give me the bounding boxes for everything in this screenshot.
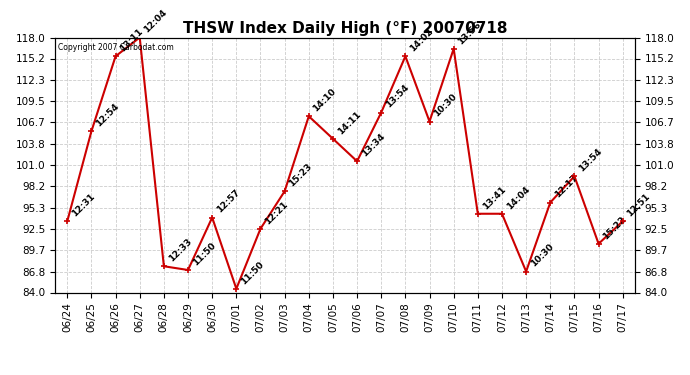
Text: 13:11: 13:11 bbox=[119, 27, 145, 54]
Text: 12:31: 12:31 bbox=[70, 192, 97, 219]
Text: 14:11: 14:11 bbox=[336, 109, 362, 136]
Text: 13:54: 13:54 bbox=[578, 147, 604, 174]
Text: 14:04: 14:04 bbox=[505, 184, 531, 211]
Text: 14:02: 14:02 bbox=[408, 27, 435, 54]
Text: 15:22: 15:22 bbox=[602, 214, 628, 241]
Title: THSW Index Daily High (°F) 20070718: THSW Index Daily High (°F) 20070718 bbox=[183, 21, 507, 36]
Text: 10:30: 10:30 bbox=[433, 92, 459, 119]
Text: 11:50: 11:50 bbox=[239, 260, 266, 286]
Text: 10:30: 10:30 bbox=[529, 242, 555, 269]
Text: 12:54: 12:54 bbox=[95, 102, 121, 129]
Text: 11:50: 11:50 bbox=[191, 241, 217, 267]
Text: 13:41: 13:41 bbox=[481, 184, 507, 211]
Text: 15:23: 15:23 bbox=[288, 162, 314, 189]
Text: 13:56: 13:56 bbox=[457, 20, 483, 46]
Text: Copyright 2007 Carbodat.com: Copyright 2007 Carbodat.com bbox=[58, 43, 174, 52]
Text: 13:54: 13:54 bbox=[384, 83, 411, 110]
Text: 12:33: 12:33 bbox=[167, 237, 193, 264]
Text: 14:10: 14:10 bbox=[312, 87, 338, 114]
Text: 12:21: 12:21 bbox=[264, 200, 290, 226]
Text: 12:51: 12:51 bbox=[626, 192, 652, 219]
Text: 12:17: 12:17 bbox=[553, 173, 580, 200]
Text: 13:34: 13:34 bbox=[360, 132, 386, 159]
Text: 12:57: 12:57 bbox=[215, 188, 242, 215]
Text: 12:04: 12:04 bbox=[143, 8, 169, 35]
